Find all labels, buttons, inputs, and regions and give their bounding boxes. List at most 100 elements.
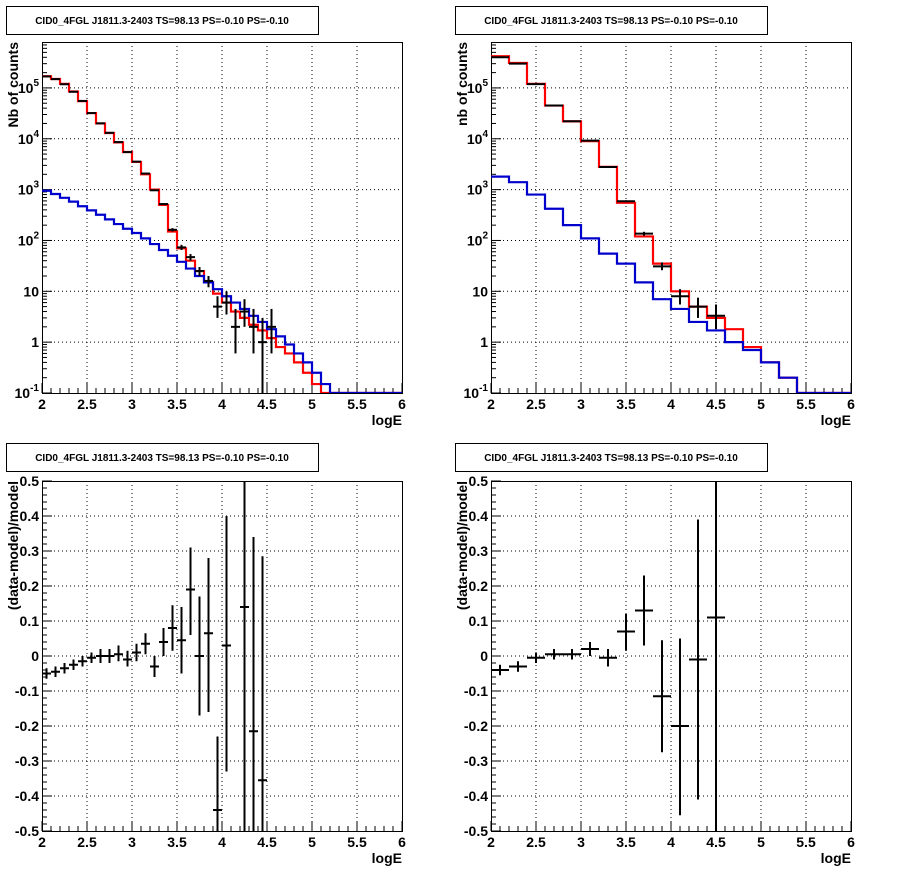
y-tick-label: -0.5 (464, 823, 488, 839)
residual-point (249, 537, 258, 831)
residual-point (87, 652, 96, 663)
chart-panel-2: CID0_4FGL J1811.3-2403 TS=98.13 PS=-0.10… (454, 6, 855, 428)
y-tick-label: 105 (18, 78, 40, 96)
x-tick-label: 3 (577, 396, 585, 412)
residual-point (635, 575, 653, 646)
chart-panel-4: CID0_4FGL J1811.3-2403 TS=98.13 PS=-0.10… (454, 443, 855, 866)
title-box (6, 443, 319, 472)
residual-point (491, 664, 509, 676)
x-tick-label: 3 (128, 396, 136, 412)
chart-panel-1: CID0_4FGL J1811.3-2403 TS=98.13 PS=-0.10… (5, 6, 406, 428)
data-point (132, 160, 141, 163)
residual-point (258, 556, 267, 831)
chart-title: CID0_4FGL J1811.3-2403 TS=98.13 PS=-0.10… (35, 16, 289, 27)
residual-point (653, 640, 671, 753)
data-point (258, 317, 267, 393)
chart-title: CID0_4FGL J1811.3-2403 TS=98.13 PS=-0.10… (484, 453, 738, 464)
y-tick-label: 0.2 (469, 578, 489, 594)
y-tick-label: 0.2 (20, 578, 40, 594)
x-tick-label: 5.5 (796, 834, 816, 850)
residual-point (141, 633, 150, 655)
y-tick-label: 10 (472, 283, 488, 299)
residual-point (563, 649, 581, 660)
residual-point (96, 649, 105, 663)
y-tick-label: 1 (480, 334, 488, 350)
y-tick-label: 10-1 (15, 383, 40, 401)
x-tick-label: 4.5 (706, 396, 726, 412)
residual-point (581, 642, 599, 656)
x-tick-label: 4.5 (257, 396, 277, 412)
y-tick-label: 103 (18, 180, 40, 198)
x-tick-label: 2 (487, 396, 495, 412)
title-box (455, 443, 768, 472)
data-point (617, 200, 635, 203)
data-point (240, 299, 249, 327)
y-axis-title: (data-model)/model (454, 481, 470, 610)
x-tick-label: 4.5 (257, 834, 277, 850)
residual-point (51, 666, 60, 677)
x-tick-label: 3 (577, 834, 585, 850)
x-tick-label: 2.5 (77, 396, 97, 412)
data-point (671, 289, 689, 305)
y-tick-label: 0.3 (469, 543, 489, 559)
data-layer (42, 481, 267, 831)
x-tick-label: 2.5 (77, 834, 97, 850)
residual-point (509, 661, 527, 672)
series-2-histogram (491, 175, 851, 393)
residual-point (123, 650, 132, 667)
data-point (707, 304, 725, 330)
data-point (150, 189, 159, 192)
data-point (123, 151, 132, 154)
x-tick-label: 2 (38, 834, 46, 850)
data-point (141, 172, 150, 175)
x-tick-label: 3 (128, 834, 136, 850)
y-axis-title: nb of counts (454, 42, 470, 126)
chart-title: CID0_4FGL J1811.3-2403 TS=98.13 PS=-0.10… (484, 16, 738, 27)
data-point (267, 308, 276, 354)
x-tick-label: 2.5 (526, 396, 546, 412)
y-tick-label: 0.5 (20, 473, 40, 489)
data-point (114, 141, 123, 144)
y-axis-title: Nb of counts (5, 42, 21, 128)
residual-point (240, 481, 249, 831)
x-tick-label: 5.5 (796, 396, 816, 412)
data-point (231, 308, 240, 354)
y-tick-label: 0.5 (469, 473, 489, 489)
x-tick-label: 4 (667, 396, 675, 412)
data-point (635, 231, 653, 236)
residual-point (150, 656, 159, 677)
y-tick-label: 0.1 (469, 613, 489, 629)
x-tick-label: 3.5 (167, 834, 187, 850)
x-tick-label: 5 (308, 396, 316, 412)
data-point (105, 131, 114, 134)
y-tick-label: 0.1 (20, 613, 40, 629)
title-box (455, 6, 768, 35)
x-tick-label: 2.5 (526, 834, 546, 850)
residual-point (186, 547, 195, 635)
residual-point (159, 628, 168, 656)
y-tick-label: 104 (18, 129, 40, 147)
y-tick-label: -0.1 (15, 683, 39, 699)
chart-title: CID0_4FGL J1811.3-2403 TS=98.13 PS=-0.10… (35, 453, 289, 464)
residual-point (132, 643, 141, 662)
x-tick-label: 6 (847, 396, 855, 412)
y-tick-label: 103 (467, 180, 489, 198)
data-point (599, 166, 617, 169)
y-tick-label: -0.3 (15, 753, 39, 769)
data-point (204, 276, 213, 288)
residual-point (689, 519, 707, 800)
x-tick-label: 5 (757, 396, 765, 412)
x-tick-label: 5.5 (347, 834, 367, 850)
y-tick-label: 0.3 (20, 543, 40, 559)
x-tick-label: 2 (38, 396, 46, 412)
y-tick-label: 102 (467, 230, 489, 248)
y-tick-label: 0 (480, 648, 488, 664)
y-tick-label: -0.5 (15, 823, 39, 839)
y-tick-label: 10-1 (464, 383, 489, 401)
data-point (249, 308, 258, 354)
data-point (159, 203, 168, 206)
x-tick-label: 6 (398, 834, 406, 850)
data-point (213, 296, 222, 318)
x-tick-label: 5 (757, 834, 765, 850)
